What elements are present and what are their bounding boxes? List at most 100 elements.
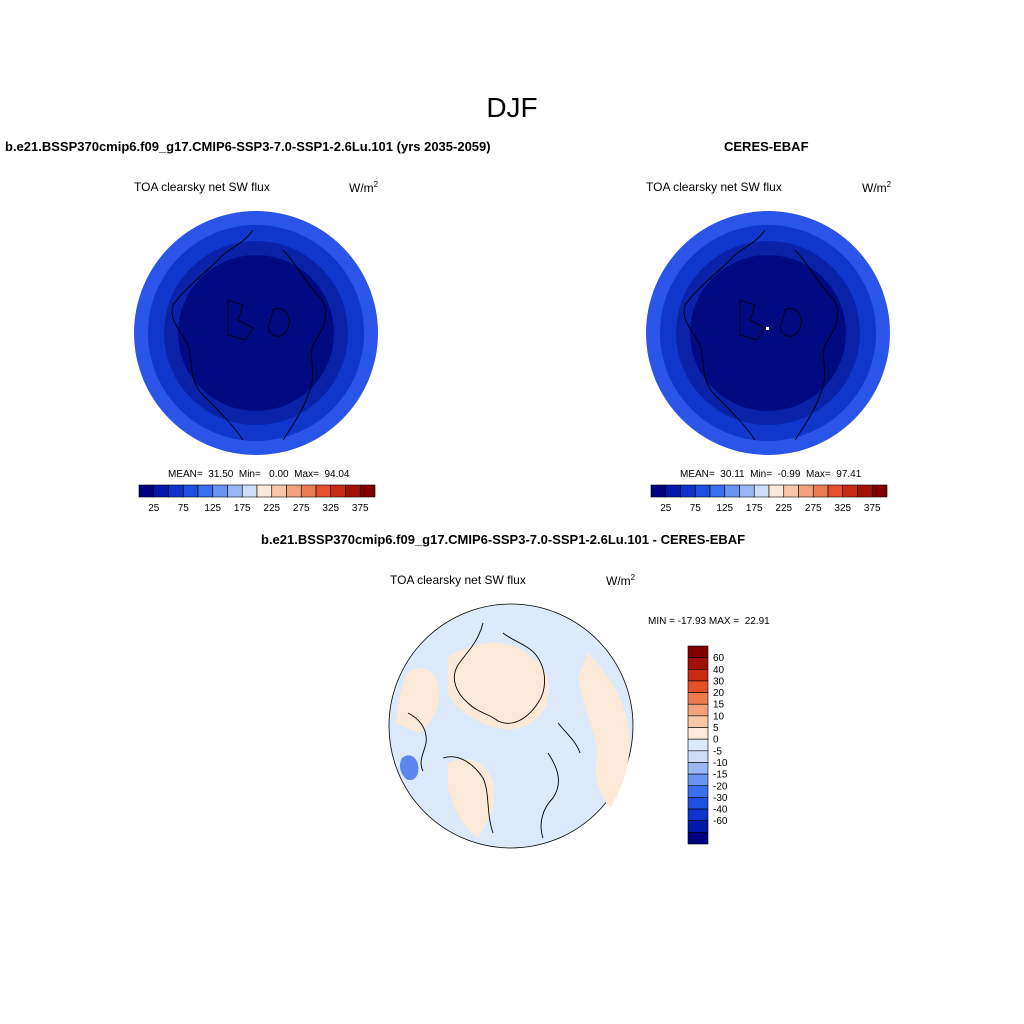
diff-coastlines xyxy=(407,622,581,839)
colorbar-tick-label: 20 xyxy=(713,688,725,699)
main-title: DJF xyxy=(486,92,538,123)
colorbar-tick-label: -20 xyxy=(713,781,728,792)
diff-panel-title: b.e21.BSSP370cmip6.f09_g17.CMIP6-SSP3-7.… xyxy=(261,532,746,547)
colorbar-box xyxy=(271,484,287,498)
colorbar-box xyxy=(650,484,667,498)
colorbar-box xyxy=(680,484,696,498)
colorbar-tick-label: 10 xyxy=(713,711,725,722)
colorbar-box xyxy=(315,484,332,498)
colorbar-tick-label: -10 xyxy=(713,758,728,769)
diff-variable-label: TOA clearsky net SW flux xyxy=(390,573,526,587)
map-ring xyxy=(690,255,846,411)
colorbar-box xyxy=(197,484,214,498)
colorbar-box xyxy=(687,785,709,798)
colorbar-tick-label: 125 xyxy=(716,503,733,514)
colorbar-tick-label: 15 xyxy=(713,700,725,711)
colorbar-tick-label: 125 xyxy=(204,503,221,514)
colorbar-box xyxy=(687,832,709,845)
colorbar-box xyxy=(857,484,873,498)
colorbar-box xyxy=(724,484,740,498)
right-map-rings xyxy=(646,211,890,455)
right-units-label: W/m2 xyxy=(862,180,892,195)
colorbar-box xyxy=(286,484,302,498)
colorbar-tick-label: 375 xyxy=(352,503,369,514)
colorbar-box xyxy=(753,484,770,498)
colorbar-tick-label: -40 xyxy=(713,805,728,816)
colorbar-tick-label: 40 xyxy=(713,665,725,676)
right-polar-map xyxy=(646,211,890,455)
colorbar-box xyxy=(827,484,844,498)
colorbar-tick-label: 25 xyxy=(660,503,672,514)
left-map-rings xyxy=(134,211,378,455)
colorbar-box xyxy=(842,484,858,498)
colorbar-tick-label: 275 xyxy=(293,503,310,514)
colorbar-box xyxy=(212,484,228,498)
colorbar-tick-label: 325 xyxy=(834,503,851,514)
colorbar-box xyxy=(300,484,317,498)
colorbar-box xyxy=(687,703,709,717)
colorbar-box xyxy=(687,645,709,658)
colorbar-box xyxy=(783,484,799,498)
colorbar-box xyxy=(871,484,888,498)
colorbar-box xyxy=(665,484,681,498)
colorbar-box xyxy=(687,738,709,752)
map-ring xyxy=(178,255,334,411)
colorbar-box xyxy=(687,762,709,775)
colorbar-tick-label: 225 xyxy=(775,503,792,514)
colorbar-box xyxy=(687,750,709,763)
right-pole-missing-marker xyxy=(766,327,769,330)
left-panel-title: b.e21.BSSP370cmip6.f09_g17.CMIP6-SSP3-7.… xyxy=(5,139,491,154)
colorbar-tick-label: 60 xyxy=(713,653,725,664)
colorbar-box xyxy=(709,484,726,498)
colorbar-box xyxy=(687,773,709,787)
colorbar-tick-label: 30 xyxy=(713,676,725,687)
colorbar-tick-label: 325 xyxy=(322,503,339,514)
right-coastlines xyxy=(683,229,839,441)
colorbar-box xyxy=(687,715,709,728)
colorbar-box xyxy=(687,657,709,670)
colorbar-box xyxy=(345,484,361,498)
colorbar-box xyxy=(687,680,709,693)
colorbar-tick-label: -15 xyxy=(713,770,728,781)
colorbar-tick-label: 175 xyxy=(746,503,763,514)
colorbar-box xyxy=(687,797,709,810)
colorbar-tick-label: 0 xyxy=(713,735,719,746)
colorbar-box xyxy=(182,484,199,498)
colorbar-tick-label: -30 xyxy=(713,793,728,804)
diff-polar-map xyxy=(388,603,634,849)
colorbar-box xyxy=(138,484,155,498)
left-units-label: W/m2 xyxy=(349,180,379,195)
left-variable-label: TOA clearsky net SW flux xyxy=(134,180,270,194)
right-colorbar: 25 75 125 175 225 275 325 375 xyxy=(650,484,888,514)
colorbar-box xyxy=(694,484,711,498)
colorbar-box xyxy=(241,484,258,498)
colorbar-box xyxy=(687,692,709,705)
left-polar-map xyxy=(134,211,378,455)
colorbar-box xyxy=(687,808,709,822)
colorbar-tick-label: 275 xyxy=(805,503,822,514)
right-variable-label: TOA clearsky net SW flux xyxy=(646,180,782,194)
colorbar-box xyxy=(687,820,709,833)
left-coastlines xyxy=(171,229,327,441)
colorbar-tick-label: -60 xyxy=(713,816,728,827)
colorbar-tick-label: 75 xyxy=(690,503,702,514)
diff-units-label: W/m2 xyxy=(606,573,636,588)
colorbar-box xyxy=(153,484,169,498)
colorbar-box xyxy=(227,484,243,498)
right-panel-title: CERES-EBAF xyxy=(724,139,809,154)
left-colorbar: 25 75 125 175 225 275 325 375 xyxy=(138,484,376,514)
colorbar-tick-label: 175 xyxy=(234,503,251,514)
colorbar-tick-label: 75 xyxy=(178,503,190,514)
colorbar-box xyxy=(359,484,376,498)
colorbar-tick-label: -5 xyxy=(713,746,722,757)
colorbar-box xyxy=(687,668,709,682)
left-stats: MEAN= 31.50 Min= 0.00 Max= 94.04 xyxy=(168,469,350,480)
colorbar-box xyxy=(739,484,755,498)
colorbar-tick-label: 25 xyxy=(148,503,160,514)
right-stats: MEAN= 30.11 Min= -0.99 Max= 97.41 xyxy=(680,469,862,480)
colorbar-tick-label: 5 xyxy=(713,723,719,734)
colorbar-box xyxy=(812,484,829,498)
colorbar-box xyxy=(687,727,709,740)
diff-stats: MIN = -17.93 MAX = 22.91 xyxy=(648,616,770,627)
